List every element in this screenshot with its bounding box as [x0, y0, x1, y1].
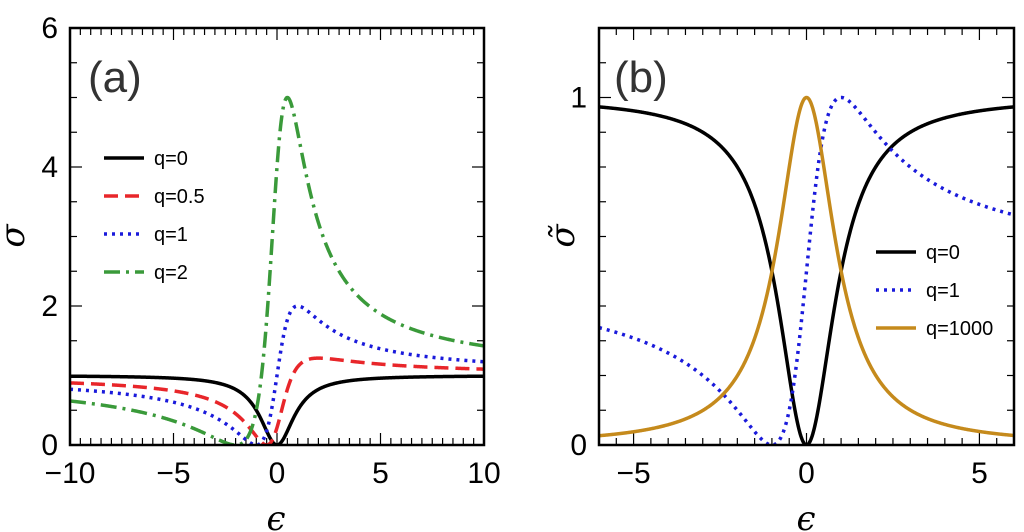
panel-b: (b) −5 0 5 0 1 ϵ σ̃ q=0 q=1 q=1000: [543, 26, 1016, 532]
series-line-q-0-5: [70, 356, 484, 445]
series-line-q-2: [70, 95, 484, 445]
x-tick-label: −10: [45, 457, 96, 490]
panel-b-label: (b): [614, 53, 668, 102]
legend-label: q=1: [154, 224, 188, 246]
y-tick-label: 2: [41, 290, 58, 323]
series-line-q-0: [599, 105, 1014, 445]
series-line-q-1000: [599, 95, 1014, 438]
legend-label: q=0: [926, 242, 960, 264]
panel-a-legend: q=0 q=0.5 q=1 q=2: [104, 148, 205, 284]
panel-a-tick-labels: −10 −5 0 5 10 0 2 4 6: [41, 12, 500, 490]
panel-a-curves: [70, 95, 484, 445]
panel-b-curves: [599, 95, 1014, 445]
panel-b-xlabel: ϵ: [796, 499, 815, 532]
panel-b-legend: q=0 q=1 q=1000: [876, 242, 993, 340]
legend-label: q=0: [154, 148, 188, 170]
x-tick-label: −5: [616, 457, 650, 490]
series-line-q-1: [599, 95, 1014, 445]
y-tick-label: 0: [570, 429, 587, 462]
legend-label: q=1000: [926, 318, 993, 340]
x-tick-label: 5: [372, 457, 389, 490]
x-tick-label: 5: [971, 457, 988, 490]
panel-a-frame: [68, 26, 486, 447]
panel-b-frame: [597, 26, 1016, 447]
y-tick-label: 6: [41, 12, 58, 45]
y-tick-label: 4: [41, 151, 58, 184]
panel-b-tick-labels: −5 0 5 0 1: [570, 82, 987, 491]
legend-label: q=0.5: [154, 186, 205, 208]
x-tick-label: 0: [798, 457, 815, 490]
series-line-q-1: [70, 304, 484, 445]
x-tick-label: 10: [467, 457, 500, 490]
panel-a-ylabel: σ: [0, 224, 33, 248]
panel-a: (a) −10 −5 0 5 10 0 2 4 6 ϵ σ q=0 q=0.5 q=1 q=2: [0, 12, 501, 532]
y-tick-label: 1: [570, 82, 587, 115]
legend-label: q=1: [926, 280, 960, 302]
x-tick-label: 0: [269, 457, 286, 490]
series-line-q-0: [70, 374, 484, 445]
x-tick-label: −5: [156, 457, 190, 490]
panel-a-xlabel: ϵ: [266, 499, 285, 532]
y-tick-label: 0: [41, 429, 58, 462]
panel-b-ylabel: σ̃: [543, 224, 583, 248]
legend-label: q=2: [154, 262, 188, 284]
panel-a-label: (a): [88, 53, 142, 102]
